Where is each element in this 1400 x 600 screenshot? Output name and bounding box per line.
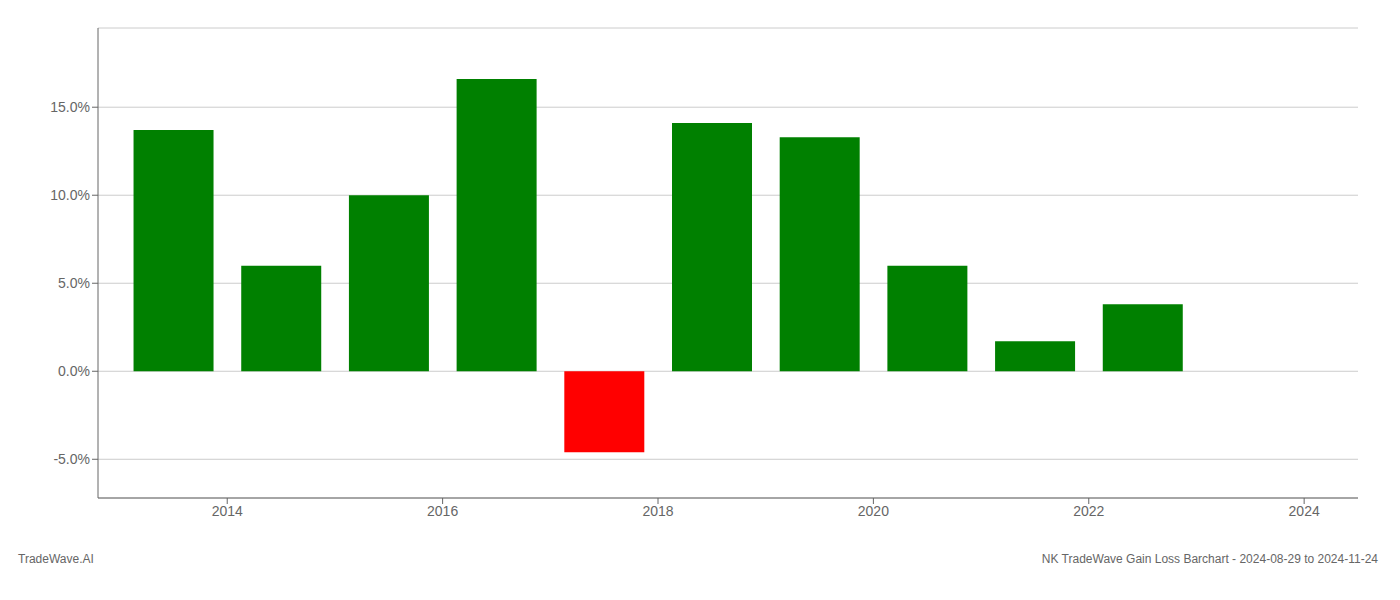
- html-text:TradeWave.AI: TradeWave.AI: [18, 552, 94, 566]
- svg-text:15.0%: 15.0%: [50, 99, 90, 115]
- svg-text:2014: 2014: [212, 503, 243, 519]
- svg-text:10.0%: 10.0%: [50, 187, 90, 203]
- svg-text:2022: 2022: [1073, 503, 1104, 519]
- html-text:NK TradeWave Gain Loss Barchar: NK TradeWave Gain Loss Barchart - 2024-0…: [1041, 552, 1378, 566]
- svg-text:-5.0%: -5.0%: [53, 451, 90, 467]
- svg-text:0.0%: 0.0%: [58, 363, 90, 379]
- svg-text:2024: 2024: [1289, 503, 1320, 519]
- svg-text:5.0%: 5.0%: [58, 275, 90, 291]
- svg-text:2020: 2020: [858, 503, 889, 519]
- svg-text:2016: 2016: [427, 503, 458, 519]
- svg-text:2018: 2018: [642, 503, 673, 519]
